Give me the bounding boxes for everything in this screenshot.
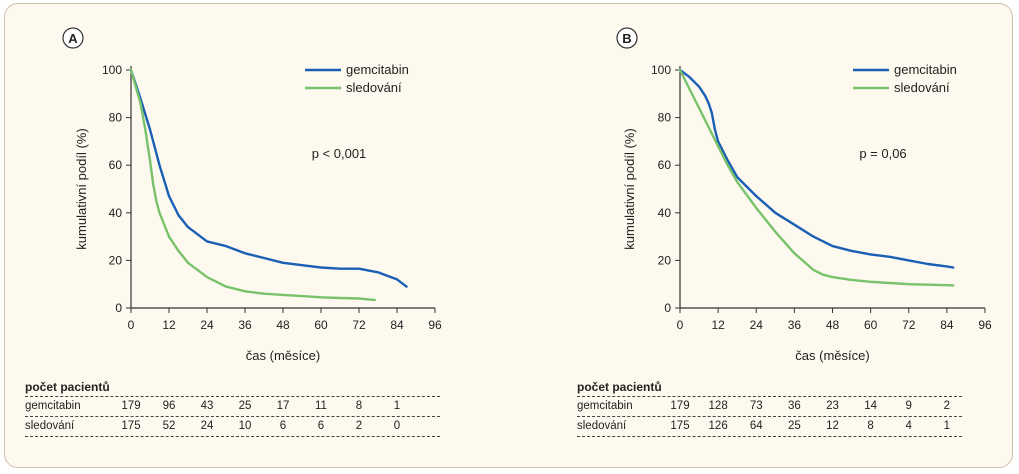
risk-cell: 4 (905, 420, 912, 432)
y-tick-label: 20 (109, 253, 123, 267)
risk-divider (577, 436, 962, 437)
risk-cell: 11 (315, 400, 327, 412)
y-tick-label: 100 (651, 63, 671, 77)
y-tick-label: 40 (658, 206, 672, 220)
risk-cell: 175 (121, 420, 141, 432)
risk-row-label: sledování (25, 420, 75, 432)
risk-table-a: počet pacientů gemcitabin 179 96 43 25 17 11 8 1 s… (25, 380, 440, 440)
risk-cell: 8 (355, 400, 363, 412)
legend-label: gemcitabin (346, 62, 409, 77)
y-tick-label: 20 (658, 253, 672, 267)
risk-divider (25, 416, 440, 417)
risk-table-title: počet pacientů (577, 380, 662, 394)
risk-cell: 2 (943, 400, 951, 412)
risk-table-title: počet pacientů (25, 380, 110, 394)
chart-panel-a: A 0 12 24 36 48 60 72 84 96 0 20 40 60 80 100 čas (měsíc… (62, 27, 442, 363)
x-tick-label: 60 (314, 318, 328, 332)
y-tick-label: 100 (102, 63, 122, 77)
legend-label: sledování (894, 80, 950, 95)
risk-divider (25, 436, 440, 437)
risk-row-label: gemcitabin (25, 400, 81, 412)
x-tick-label: 96 (978, 318, 992, 332)
series-line-gemcitabin-a (129, 68, 408, 288)
risk-cell: 6 (279, 420, 287, 432)
x-tick-label: 24 (750, 318, 764, 332)
series-line-gemcitabin-b (678, 68, 955, 269)
chart-panel-b: B 0 12 24 36 48 60 72 84 96 0 20 40 60 80 100 čas (měsíc… (616, 27, 992, 363)
risk-row-label: sledování (577, 420, 627, 432)
x-tick-label: 24 (200, 318, 214, 332)
risk-cell: 96 (162, 400, 176, 412)
series-line-sledovani-a (129, 68, 376, 302)
risk-cell: 1 (393, 400, 401, 412)
y-tick-label: 0 (664, 301, 671, 315)
risk-cell: 43 (200, 400, 214, 412)
risk-cell: 23 (826, 400, 839, 412)
risk-divider (25, 396, 440, 397)
x-tick-label: 84 (940, 318, 954, 332)
risk-cell: 25 (238, 400, 252, 412)
y-axis-title-a: kumulativní podíl (%) (74, 128, 89, 249)
risk-cell: 126 (708, 420, 728, 432)
risk-cell: 2 (355, 420, 363, 432)
risk-divider (577, 416, 962, 417)
risk-cell: 8 (867, 420, 874, 432)
risk-cell: 12 (826, 420, 839, 432)
y-tick-label: 60 (658, 158, 672, 172)
y-tick-label: 0 (115, 301, 122, 315)
legend-label: sledování (346, 80, 402, 95)
y-tick-label: 80 (658, 111, 672, 125)
legend-label: gemcitabin (894, 62, 957, 77)
p-value-a: p < 0,001 (312, 146, 367, 161)
risk-cell: 17 (276, 400, 290, 412)
panel-label-b: B (622, 31, 631, 46)
risk-table-b: počet pacientů gemcitabin 179 128 73 36 23 14 9 2… (577, 380, 962, 440)
x-tick-label: 48 (826, 318, 840, 332)
risk-cell: 128 (708, 400, 728, 412)
x-axis-title-a: čas (měsíce) (246, 348, 320, 363)
risk-cell: 6 (317, 420, 325, 432)
risk-cell: 9 (905, 400, 912, 412)
x-tick-label: 0 (677, 318, 684, 332)
p-value-b: p = 0,06 (859, 146, 906, 161)
x-tick-label: 72 (902, 318, 916, 332)
x-tick-label: 84 (390, 318, 404, 332)
risk-cell: 24 (200, 420, 214, 432)
x-tick-label: 12 (162, 318, 176, 332)
figure-frame (4, 3, 1013, 468)
x-tick-label: 0 (128, 318, 135, 332)
x-tick-label: 60 (864, 318, 878, 332)
risk-cell: 73 (749, 400, 763, 412)
panel-badge-b (616, 27, 638, 49)
x-tick-label: 96 (428, 318, 442, 332)
x-axis-title-b: čas (měsíce) (795, 348, 869, 363)
risk-cell: 1 (943, 420, 951, 432)
risk-cell: 179 (670, 400, 690, 412)
x-tick-label: 12 (711, 318, 725, 332)
risk-cell: 175 (670, 420, 690, 432)
series-line-sledovani-b (678, 68, 955, 287)
x-tick-label: 72 (352, 318, 366, 332)
risk-cell: 52 (162, 420, 176, 432)
x-tick-label: 48 (276, 318, 290, 332)
y-tick-label: 60 (109, 158, 123, 172)
y-axis-title-b: kumulativní podíl (%) (622, 128, 637, 249)
risk-cell: 64 (749, 420, 763, 432)
risk-cell: 179 (121, 400, 141, 412)
y-tick-label: 80 (109, 111, 123, 125)
risk-cell: 36 (787, 400, 801, 412)
y-tick-label: 40 (109, 206, 123, 220)
x-tick-label: 36 (788, 318, 802, 332)
panel-badge-a (62, 27, 84, 49)
risk-divider (577, 396, 962, 397)
risk-cell: 14 (864, 400, 878, 412)
risk-cell: 10 (238, 420, 252, 432)
x-tick-label: 36 (238, 318, 252, 332)
risk-cell: 25 (787, 420, 801, 432)
risk-row-label: gemcitabin (577, 400, 633, 412)
panel-label-a: A (68, 31, 78, 46)
risk-cell: 0 (393, 420, 401, 432)
